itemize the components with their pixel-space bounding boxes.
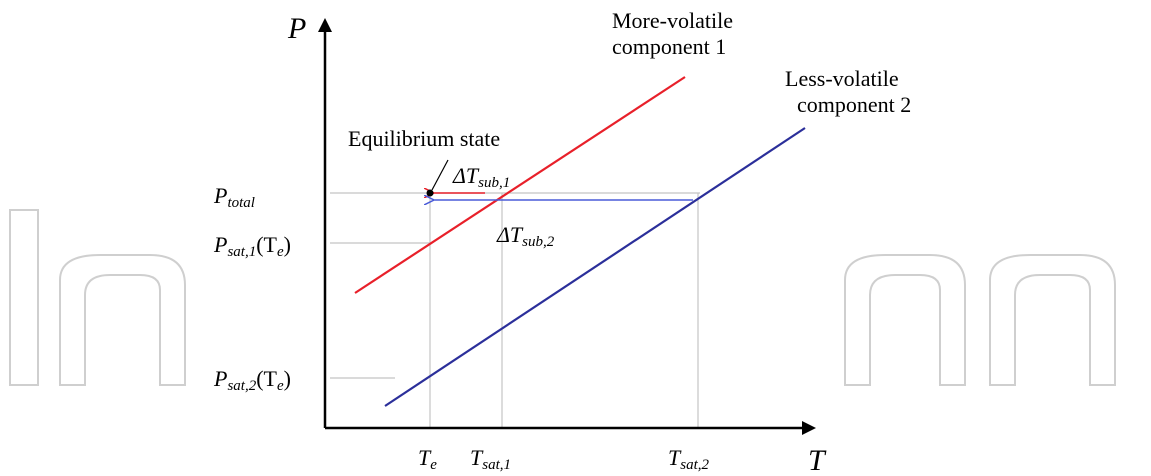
- component-2-line: [384, 127, 806, 407]
- svg-text:component 2: component 2: [797, 92, 911, 117]
- component-1-label: More-volatile component 1: [612, 8, 733, 59]
- delta-t-sub2-label: ΔTsub,2: [496, 222, 555, 250]
- component-1-line: [354, 76, 686, 294]
- equilibrium-point: [426, 189, 434, 197]
- delta-t-sub1-label: ΔTsub,1: [452, 163, 510, 191]
- axes: [318, 18, 816, 435]
- component-2-label: Less-volatile component 2: [785, 66, 911, 117]
- p-total-label: Ptotal: [213, 183, 255, 211]
- p-sat1-label: Psat,1(Te): [213, 232, 291, 260]
- svg-text:component 1: component 1: [612, 34, 726, 59]
- svg-text:Less-volatile: Less-volatile: [785, 66, 899, 91]
- y-axis-label: P: [287, 12, 306, 45]
- watermark-logo: [9, 209, 1116, 386]
- equilibrium-leader: [431, 159, 449, 191]
- tsat1-label: Tsat,1: [470, 445, 511, 473]
- x-axis-label: T: [808, 444, 827, 476]
- te-label: Te: [418, 445, 437, 473]
- tsat2-label: Tsat,2: [668, 445, 710, 473]
- p-sat2-label: Psat,2(Te): [213, 366, 291, 394]
- equilibrium-label: Equilibrium state: [348, 126, 500, 151]
- svg-text:More-volatile: More-volatile: [612, 8, 733, 33]
- guide-lines: [330, 192, 700, 427]
